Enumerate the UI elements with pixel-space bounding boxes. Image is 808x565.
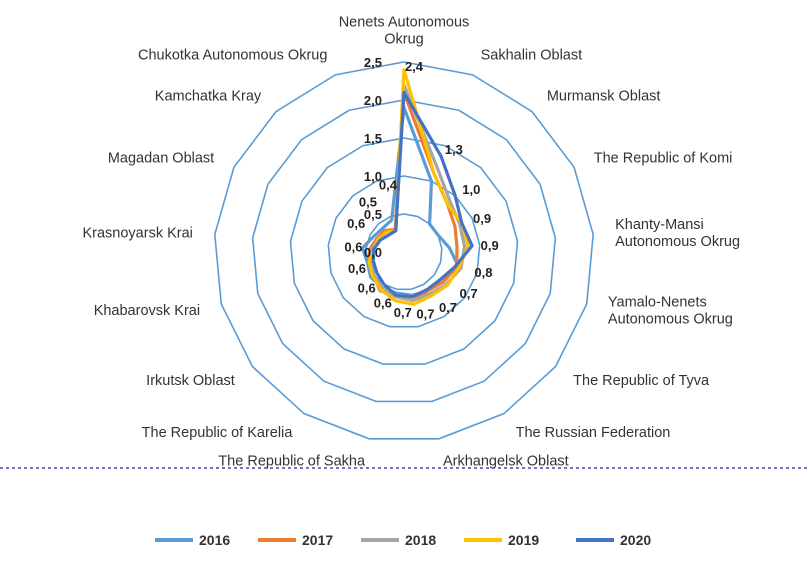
grid-layer bbox=[214, 61, 594, 440]
axis-tick-label: 1,0 bbox=[364, 169, 382, 184]
category-label: Chukotka Autonomous Okrug bbox=[138, 47, 327, 63]
data-label: 0,7 bbox=[416, 306, 434, 321]
data-label: 0,6 bbox=[358, 281, 376, 296]
data-label: 0,5 bbox=[359, 194, 377, 209]
category-label: Magadan Oblast bbox=[108, 151, 214, 167]
data-label: 0,4 bbox=[379, 178, 398, 193]
grid-ring bbox=[327, 175, 481, 328]
category-label: The Republic of Komi bbox=[594, 151, 733, 167]
data-label-layer: 2,41,31,00,90,90,80,70,70,70,70,60,60,60… bbox=[344, 59, 498, 321]
series-2020-line bbox=[371, 90, 474, 299]
category-label: Murmansk Oblast bbox=[547, 88, 661, 104]
axis-tick-label: 2,0 bbox=[364, 93, 382, 108]
data-label: 0,6 bbox=[347, 216, 365, 231]
axis-tick-label: 2,5 bbox=[364, 55, 382, 70]
axis-tick-label: 0,5 bbox=[364, 207, 382, 222]
category-label: Khanty-Mansi bbox=[615, 217, 704, 233]
data-label: 1,3 bbox=[445, 142, 463, 157]
category-label: Nenets Autonomous bbox=[339, 15, 470, 31]
series-layer bbox=[360, 67, 474, 306]
legend-label: 2017 bbox=[302, 532, 333, 548]
category-label: Arkhangelsk Oblast bbox=[443, 453, 569, 469]
category-label: The Republic of Tyva bbox=[573, 373, 710, 389]
data-label: 0,7 bbox=[394, 305, 412, 320]
category-label: Irkutsk Oblast bbox=[146, 373, 235, 389]
category-label: Krasnoyarsk Krai bbox=[82, 225, 192, 241]
category-label: Okrug bbox=[384, 32, 424, 48]
grid-ring bbox=[251, 99, 557, 403]
data-label: 0,7 bbox=[439, 300, 457, 315]
legend: 2016 2017 2018 2019 2020 bbox=[155, 532, 651, 548]
category-label: The Republic of Karelia bbox=[142, 425, 294, 441]
data-label: 0,8 bbox=[474, 265, 492, 280]
category-label: Autonomous Okrug bbox=[615, 234, 740, 250]
data-label: 0,6 bbox=[348, 261, 366, 276]
grid-ring bbox=[214, 61, 594, 440]
grid-ring bbox=[289, 137, 519, 365]
data-label: 2,4 bbox=[405, 59, 424, 74]
data-label: 0,6 bbox=[374, 295, 392, 310]
category-label: Kamchatka Kray bbox=[155, 88, 262, 104]
category-label: Sakhalin Oblast bbox=[481, 47, 583, 63]
category-label: Khabarovsk Krai bbox=[94, 303, 200, 319]
axis-tick-label: 1,5 bbox=[364, 131, 382, 146]
category-label: The Republic of Sakha bbox=[218, 453, 366, 469]
data-label: 0,7 bbox=[460, 286, 478, 301]
data-label: 0,9 bbox=[473, 211, 491, 226]
legend-label: 2020 bbox=[620, 532, 651, 548]
category-label: Yamalo-Nenets bbox=[608, 295, 707, 311]
category-label: Autonomous Okrug bbox=[608, 312, 733, 328]
legend-label: 2018 bbox=[405, 532, 436, 548]
legend-label: 2019 bbox=[508, 532, 539, 548]
data-label: 1,0 bbox=[462, 182, 480, 197]
data-label: 0,9 bbox=[481, 238, 499, 253]
series-2016-line bbox=[360, 105, 461, 297]
tick-layer: 0,0 0,5 1,0 1,5 2,0 2,5 bbox=[364, 55, 382, 260]
axis-tick-label: 0,0 bbox=[364, 245, 382, 260]
category-label: The Russian Federation bbox=[516, 425, 671, 441]
data-label: 0,6 bbox=[344, 239, 362, 254]
legend-label: 2016 bbox=[199, 532, 230, 548]
